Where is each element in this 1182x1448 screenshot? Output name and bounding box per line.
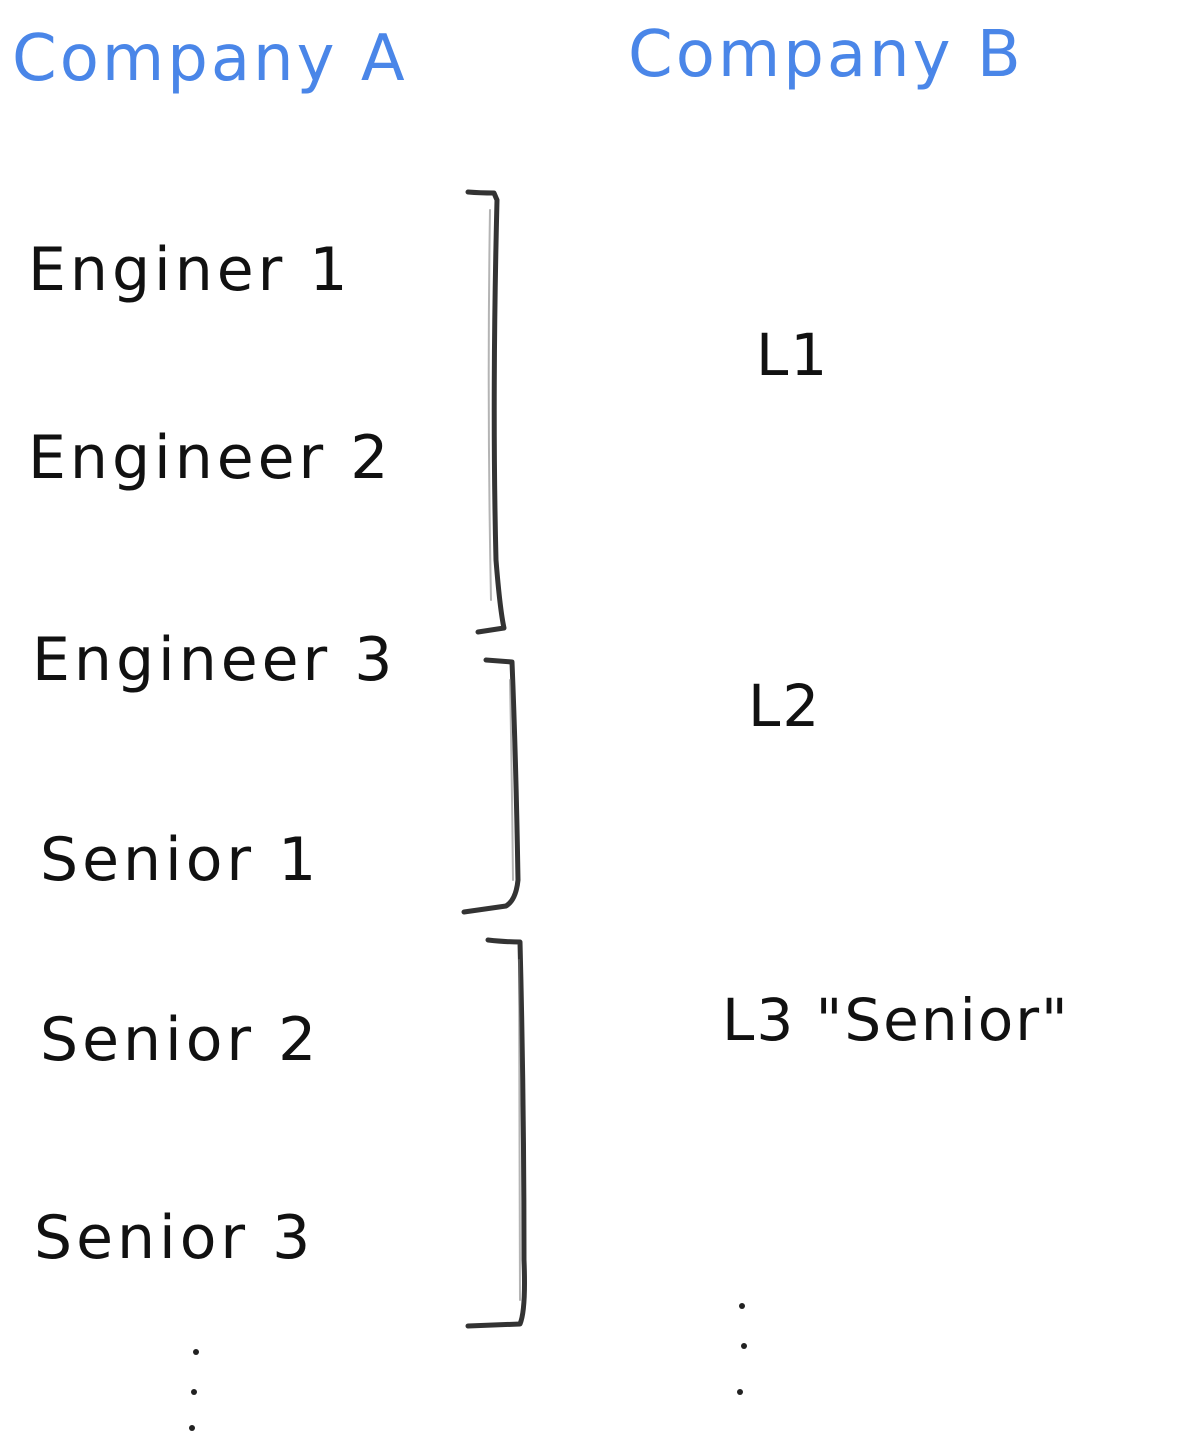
header-company-a: Company A bbox=[12, 22, 408, 96]
continuation-ellipsis-company-a bbox=[189, 1349, 199, 1431]
title-engineer-2: Engineer 2 bbox=[28, 423, 392, 493]
title-senior-3: Senior 3 bbox=[34, 1203, 314, 1273]
level-l2: L2 bbox=[748, 672, 821, 740]
continuation-ellipsis-company-b bbox=[737, 1303, 747, 1395]
bracket-l1 bbox=[468, 192, 504, 632]
title-enginer-1: Enginer 1 bbox=[28, 235, 352, 305]
level-l3-senior: L3 "Senior" bbox=[722, 986, 1070, 1054]
header-company-b: Company B bbox=[628, 18, 1024, 92]
title-senior-1: Senior 1 bbox=[40, 825, 320, 895]
bracket-l3 bbox=[468, 940, 525, 1326]
title-engineer-3: Engineer 3 bbox=[32, 625, 396, 695]
title-senior-2: Senior 2 bbox=[40, 1005, 320, 1075]
bracket-l2 bbox=[464, 660, 518, 912]
level-l1: L1 bbox=[756, 321, 829, 389]
